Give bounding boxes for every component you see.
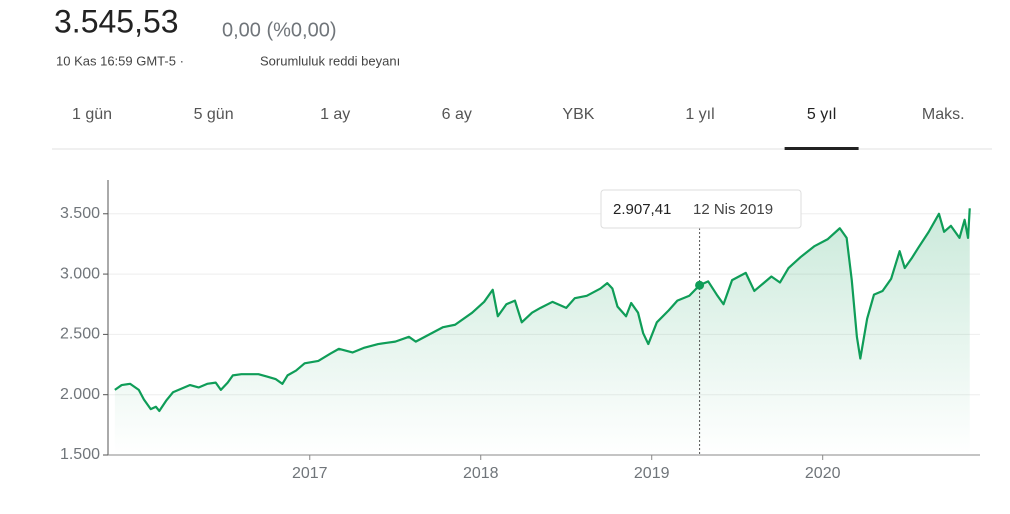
- tooltip-box: [600, 189, 802, 229]
- tab[interactable]: 1 gün: [72, 106, 112, 123]
- price-line: [114, 208, 971, 413]
- change: 0,00 (%0,00): [222, 19, 337, 41]
- y-tick-label: 3.000: [60, 265, 100, 282]
- tab[interactable]: Maks.: [922, 106, 965, 123]
- tab[interactable]: 1 yıl: [685, 106, 714, 123]
- price: 3.545,53: [54, 3, 179, 39]
- tooltip-value: 2.907,41: [613, 201, 671, 218]
- tab[interactable]: 1 ay: [320, 106, 350, 123]
- tooltip-date: 12 Nis 2019: [693, 201, 773, 218]
- tab[interactable]: 6 ay: [442, 106, 472, 123]
- disclaimer-link[interactable]: Sorumluluk reddi beyanı: [260, 53, 400, 68]
- y-tick-label: 2.000: [60, 386, 100, 403]
- x-tick-label: 2019: [634, 465, 670, 482]
- tab-underline: [784, 147, 859, 150]
- tab[interactable]: YBK: [562, 106, 594, 123]
- x-tick-label: 2018: [463, 465, 499, 482]
- area: [114, 208, 970, 455]
- timestamp: 10 Kas 16:59 GMT-5 ·: [56, 53, 184, 68]
- y-tick-label: 1.500: [60, 446, 100, 463]
- hover-point: [695, 280, 705, 290]
- y-tick-label: 3.500: [60, 205, 100, 222]
- x-tick-label: 2020: [805, 465, 841, 482]
- tab[interactable]: 5 yıl: [807, 106, 836, 123]
- x-tick-label: 2017: [292, 465, 328, 482]
- tab[interactable]: 5 gün: [194, 106, 234, 123]
- y-tick-label: 2.500: [60, 326, 100, 343]
